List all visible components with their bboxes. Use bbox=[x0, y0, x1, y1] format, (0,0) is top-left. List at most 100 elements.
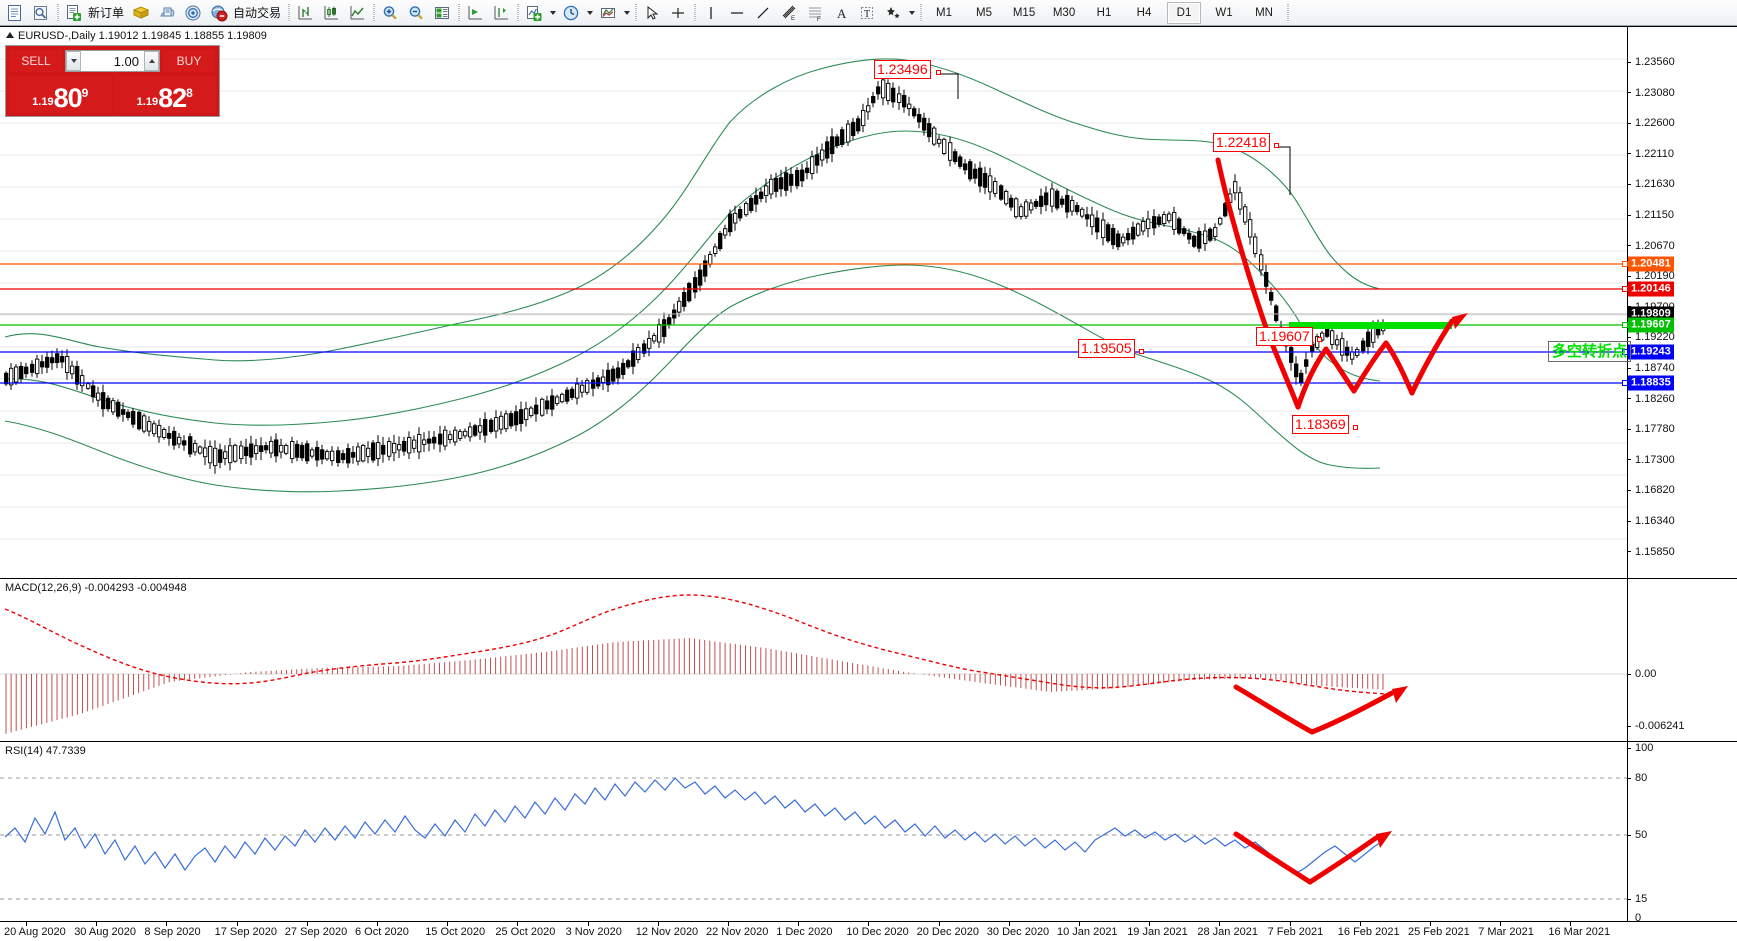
rsi-indicator-label[interactable]: RSI(14) 47.7339 bbox=[5, 745, 86, 757]
bar-chart-icon[interactable] bbox=[292, 1, 318, 25]
new-order-icon[interactable] bbox=[61, 1, 87, 25]
buy-button[interactable]: BUY bbox=[163, 50, 215, 72]
macd-pane[interactable]: 0.00 -0.006241 MACD(12,26,9) -0.004293 -… bbox=[0, 578, 1737, 741]
price-axis-tick bbox=[1627, 61, 1737, 63]
level-handle[interactable] bbox=[1622, 286, 1628, 292]
fibonacci-icon[interactable]: F bbox=[802, 1, 828, 25]
yellow-folder-icon[interactable] bbox=[128, 1, 154, 25]
price-axis-tick bbox=[1627, 459, 1737, 461]
date-axis-tick bbox=[1430, 922, 1431, 926]
one-click-trading-panel[interactable]: SELL 1.00 BUY 1.19 80 9 1.19 bbox=[5, 45, 220, 117]
anchor-1-23496[interactable] bbox=[936, 70, 941, 75]
macd-indicator-label[interactable]: MACD(12,26,9) -0.004293 -0.004948 bbox=[5, 582, 187, 594]
price-axis[interactable]: 1.23560 1.23080 1.22600 1.22110 1.21630 1.211… bbox=[1622, 27, 1737, 578]
anchor-1-19505[interactable] bbox=[1139, 349, 1144, 354]
new-order-label[interactable]: 新订单 bbox=[88, 6, 125, 20]
macd-axis[interactable]: 0.00 -0.006241 bbox=[1627, 579, 1737, 741]
level-handle[interactable] bbox=[1622, 322, 1628, 328]
equidistant-channel-icon[interactable]: E bbox=[776, 1, 802, 25]
turning-point-note[interactable]: 多空转折点 bbox=[1548, 341, 1632, 362]
vertical-line-icon[interactable] bbox=[698, 1, 724, 25]
price-pane[interactable]: 1.23560 1.23080 1.22600 1.22110 1.21630 1.211… bbox=[0, 27, 1737, 578]
anchor-1-19607[interactable] bbox=[1317, 337, 1322, 342]
price-label-1-22418[interactable]: 1.22418 bbox=[1213, 133, 1270, 152]
price-label-1-23496[interactable]: 1.23496 bbox=[874, 60, 931, 79]
templates-chevron-down-icon[interactable] bbox=[621, 1, 632, 25]
period-chevron-down-icon[interactable] bbox=[584, 1, 595, 25]
line-chart-icon[interactable] bbox=[344, 1, 370, 25]
rsi-plot-area[interactable] bbox=[0, 742, 1627, 922]
horizontal-line-icon[interactable] bbox=[724, 1, 750, 25]
auto-trading-label[interactable]: 自动交易 bbox=[233, 6, 282, 20]
price-level-tag-1-18835[interactable]: 1.18835 bbox=[1628, 375, 1674, 391]
order-panel-prices: 1.19 80 9 1.19 82 8 bbox=[6, 76, 219, 116]
anchor-1-22418[interactable] bbox=[1274, 143, 1279, 148]
zoom-out-icon[interactable] bbox=[403, 1, 429, 25]
buy-price[interactable]: 1.19 82 8 bbox=[113, 76, 216, 113]
add-indicator-chevron-down-icon[interactable] bbox=[547, 1, 558, 25]
text-icon[interactable]: A bbox=[828, 1, 854, 25]
crosshair-icon[interactable] bbox=[665, 1, 691, 25]
cursor-icon[interactable] bbox=[639, 1, 665, 25]
rsi-pane[interactable]: 100 80 50 15 0 RSI(14) 47.7339 bbox=[0, 741, 1737, 924]
shapes-chevron-down-icon[interactable] bbox=[906, 1, 917, 25]
auto-scroll-icon[interactable] bbox=[488, 1, 514, 25]
text-label-icon[interactable]: T bbox=[854, 1, 880, 25]
timeframe-m15[interactable]: M15 bbox=[1012, 6, 1036, 19]
date-axis-label: 20 Dec 2020 bbox=[916, 926, 979, 938]
volume-input[interactable]: 1.00 bbox=[65, 50, 160, 72]
templates-icon[interactable] bbox=[595, 1, 621, 25]
add-indicator-icon[interactable] bbox=[521, 1, 547, 25]
anchor-1-18369[interactable] bbox=[1353, 425, 1358, 430]
timeframe-mn[interactable]: MN bbox=[1255, 6, 1273, 19]
price-axis-label: 1.22600 bbox=[1635, 117, 1675, 130]
timeframe-m30[interactable]: M30 bbox=[1052, 6, 1076, 19]
timeframe-m1[interactable]: M1 bbox=[936, 6, 953, 19]
signals-icon[interactable] bbox=[180, 1, 206, 25]
sell-price[interactable]: 1.19 80 9 bbox=[9, 76, 112, 113]
auto-trading-icon[interactable] bbox=[206, 1, 232, 25]
date-axis-label: 3 Nov 2020 bbox=[565, 926, 622, 938]
price-label-1-18369[interactable]: 1.18369 bbox=[1292, 415, 1349, 434]
chart-window[interactable]: 1.23560 1.23080 1.22600 1.22110 1.21630 1.211… bbox=[0, 26, 1737, 941]
price-level-tag-1-20146[interactable]: 1.20146 bbox=[1628, 281, 1674, 297]
date-axis-label: 10 Dec 2020 bbox=[846, 926, 909, 938]
period-clock-icon[interactable] bbox=[558, 1, 584, 25]
tile-windows-icon[interactable] bbox=[429, 1, 455, 25]
level-handle[interactable] bbox=[1622, 349, 1628, 355]
shapes-icon[interactable] bbox=[880, 1, 906, 25]
rsi-axis[interactable]: 100 80 50 15 0 bbox=[1627, 742, 1737, 924]
market-watch-icon[interactable] bbox=[28, 1, 54, 25]
price-level-tag-1-19243[interactable]: 1.19243 bbox=[1628, 344, 1674, 360]
trendline-icon[interactable] bbox=[750, 1, 776, 25]
volume-value[interactable]: 1.00 bbox=[113, 53, 139, 69]
timeframe-h1[interactable]: H1 bbox=[1096, 6, 1112, 19]
collapse-triangle-icon[interactable] bbox=[6, 32, 14, 38]
volume-increase-button[interactable] bbox=[144, 51, 159, 71]
chart-shift-icon[interactable] bbox=[462, 1, 488, 25]
timeframe-h4[interactable]: H4 bbox=[1136, 6, 1152, 19]
new-chart-icon[interactable] bbox=[2, 1, 28, 25]
price-level-tag-1-20481[interactable]: 1.20481 bbox=[1628, 256, 1674, 272]
projection-path bbox=[1215, 157, 1455, 410]
candlestick-chart-icon[interactable] bbox=[318, 1, 344, 25]
sell-button[interactable]: SELL bbox=[10, 50, 62, 72]
timeframe-w1[interactable]: W1 bbox=[1215, 6, 1233, 19]
macd-plot-area[interactable] bbox=[0, 579, 1627, 741]
date-axis-tick bbox=[1008, 922, 1010, 926]
volume-decrease-button[interactable] bbox=[66, 51, 81, 71]
date-axis-label: 6 Oct 2020 bbox=[355, 926, 409, 938]
price-label-1-19607[interactable]: 1.19607 bbox=[1256, 327, 1313, 346]
level-handle[interactable] bbox=[1622, 261, 1628, 267]
timeframe-m5[interactable]: M5 bbox=[976, 6, 993, 19]
timeframe-d1[interactable]: D1 bbox=[1167, 1, 1202, 24]
history-center-icon[interactable] bbox=[154, 1, 180, 25]
price-plot-area[interactable] bbox=[0, 27, 1627, 578]
zoom-in-icon[interactable] bbox=[377, 1, 403, 25]
date-axis-label: 30 Aug 2020 bbox=[74, 926, 136, 938]
date-axis[interactable]: 20 Aug 2020 30 Aug 2020 8 Sep 2020 17 Sep 2… bbox=[0, 921, 1737, 941]
date-axis-label: 16 Feb 2021 bbox=[1337, 926, 1400, 938]
price-level-tag-1-19607[interactable]: 1.19607 bbox=[1628, 317, 1674, 333]
level-handle[interactable] bbox=[1622, 380, 1628, 386]
price-label-1-19505[interactable]: 1.19505 bbox=[1078, 339, 1135, 358]
